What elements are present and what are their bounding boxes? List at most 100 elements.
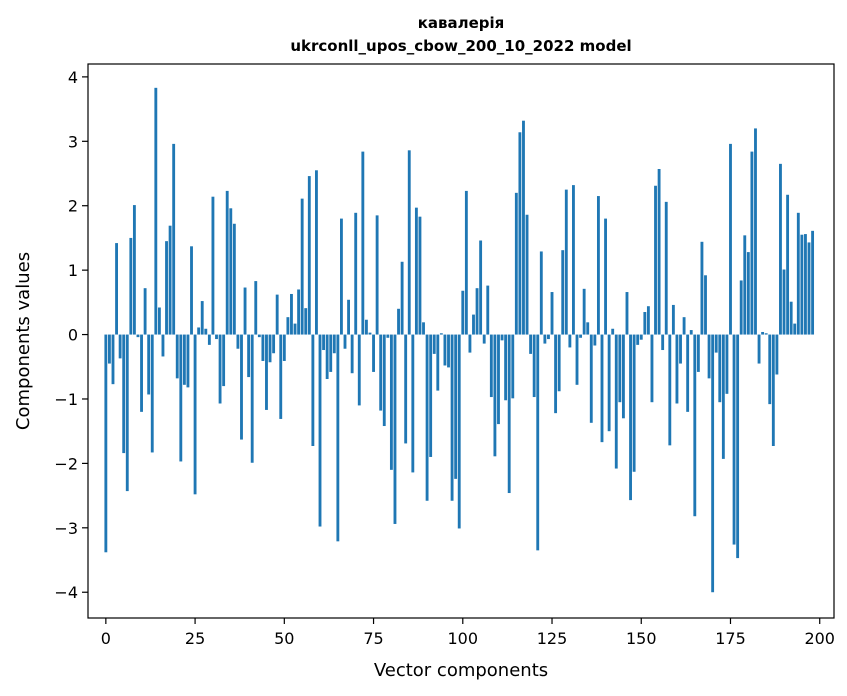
bar-component-76	[375, 215, 379, 335]
bar-component-175	[729, 143, 732, 335]
bar-component-159	[671, 304, 675, 335]
bar-component-162	[682, 317, 686, 335]
bar-component-9	[136, 334, 140, 338]
y-tick-label: −1	[54, 390, 78, 409]
bar-component-33	[222, 334, 226, 387]
bar-component-147	[629, 334, 632, 501]
bar-component-156	[661, 334, 665, 351]
bar-component-43	[257, 334, 261, 338]
bar-component-129	[564, 189, 568, 335]
bar-component-141	[607, 334, 611, 432]
bar-component-72	[361, 151, 365, 335]
bar-component-190	[782, 269, 786, 335]
bar-component-116	[518, 132, 522, 335]
bar-component-47	[272, 334, 276, 354]
x-tick-label: 150	[626, 629, 657, 648]
bar-component-119	[529, 334, 533, 354]
bar-component-71	[357, 334, 361, 406]
bar-component-25	[193, 334, 197, 495]
x-tick-label: 0	[101, 629, 111, 648]
bar-component-127	[557, 334, 561, 392]
y-tick-label: 1	[68, 261, 78, 280]
bar-component-193	[793, 323, 797, 335]
bar-component-164	[689, 330, 693, 335]
y-axis-ticks: −4 −3 −2 −1 0 1 2 3 4	[54, 68, 88, 602]
bar-component-128	[561, 250, 565, 335]
bar-component-195	[800, 234, 804, 335]
bar-component-101	[464, 190, 468, 335]
bar-component-18	[168, 225, 172, 335]
bar-component-60	[318, 334, 322, 527]
bar-component-131	[572, 185, 575, 335]
bar-component-171	[714, 334, 718, 353]
bar-component-91	[429, 334, 433, 457]
bar-component-178	[739, 280, 743, 335]
bar-component-158	[668, 334, 672, 446]
bar-component-108	[489, 334, 493, 398]
bar-component-196	[804, 234, 807, 335]
bar-component-3	[115, 243, 118, 335]
bar-component-70	[354, 212, 358, 335]
bar-component-198	[811, 230, 815, 335]
bar-component-94	[439, 333, 443, 335]
bar-component-107	[486, 285, 490, 335]
bar-component-123	[543, 334, 547, 344]
bar-component-98	[454, 334, 458, 479]
x-axis-ticks: 0 25 50 75 100 125 150 175 200	[101, 618, 835, 648]
bar-component-19	[172, 143, 176, 335]
bar-component-78	[382, 334, 386, 427]
bar-component-122	[539, 251, 543, 335]
x-tick-label: 50	[274, 629, 294, 648]
bar-component-93	[436, 334, 440, 391]
bar-component-83	[400, 261, 404, 335]
bar-component-182	[754, 128, 757, 335]
bar-component-6	[125, 334, 129, 492]
y-tick-label: −4	[54, 583, 78, 602]
bar-component-105	[479, 240, 483, 335]
bar-component-80	[389, 334, 393, 470]
bar-component-66	[340, 218, 343, 335]
bar-component-112	[504, 334, 508, 401]
bar-component-197	[807, 242, 811, 335]
bar-component-55	[300, 198, 304, 335]
bar-component-42	[254, 281, 258, 335]
bar-component-7	[129, 237, 133, 335]
bar-component-183	[757, 334, 761, 364]
y-axis-label: Components values	[13, 252, 34, 430]
y-tick-label: 3	[68, 132, 78, 151]
bar-component-29	[207, 334, 211, 345]
bar-component-45	[265, 334, 268, 410]
bar-component-185	[764, 333, 768, 335]
bar-component-49	[279, 334, 283, 419]
bar-component-118	[525, 214, 529, 335]
bar-component-0	[104, 334, 108, 553]
bar-component-26	[197, 327, 201, 335]
bar-component-179	[743, 235, 747, 335]
bar-component-132	[575, 334, 579, 385]
bar-component-46	[268, 334, 272, 363]
bar-component-14	[154, 87, 158, 335]
bar-component-161	[679, 334, 682, 364]
bar-component-84	[404, 334, 408, 444]
bar-component-56	[304, 308, 308, 335]
bar-component-2	[111, 334, 115, 385]
bar-component-169	[707, 334, 711, 379]
bar-component-189	[779, 163, 782, 335]
bar-component-75	[372, 334, 375, 372]
bar-component-85	[407, 150, 411, 335]
bar-component-194	[796, 212, 800, 335]
x-tick-label: 175	[715, 629, 746, 648]
bar-component-21	[179, 334, 183, 462]
bar-component-176	[732, 334, 736, 545]
bar-component-90	[425, 334, 429, 501]
bar-component-17	[165, 241, 168, 335]
bar-component-120	[532, 334, 536, 398]
bar-component-181	[750, 151, 754, 335]
bar-component-86	[411, 334, 415, 473]
bar-component-37	[236, 334, 240, 349]
bar-component-104	[475, 288, 479, 335]
bar-component-177	[736, 334, 740, 559]
bar-component-149	[636, 334, 640, 345]
bar-component-144	[618, 334, 622, 403]
bar-component-117	[522, 120, 525, 335]
